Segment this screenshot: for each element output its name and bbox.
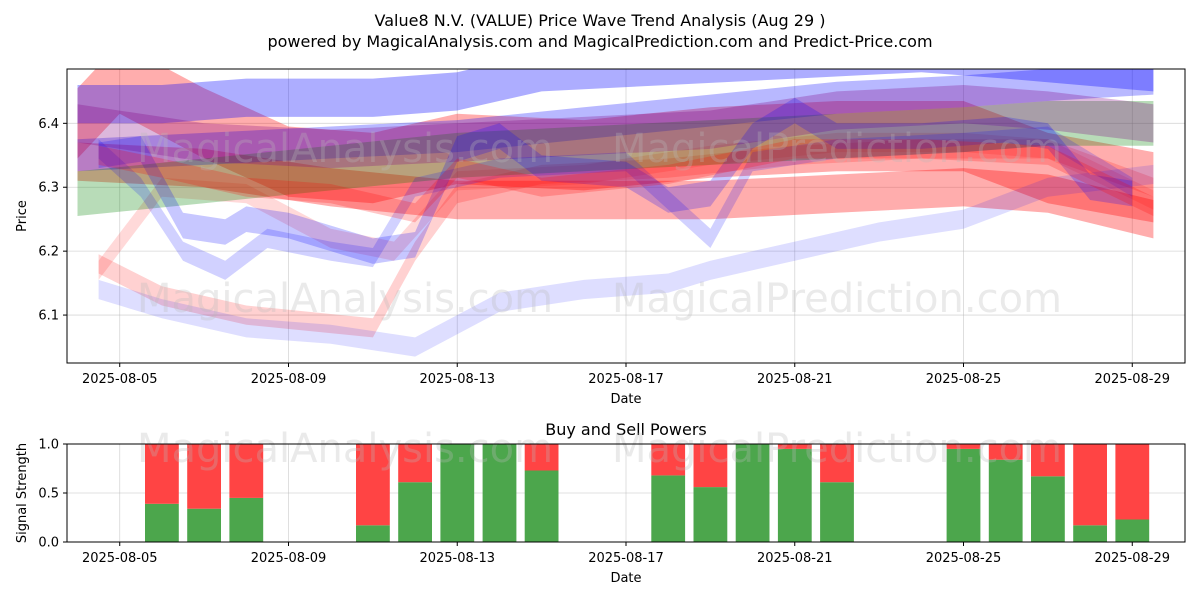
power-x-tick-label: 2025-08-09 <box>251 551 327 566</box>
watermark-bottom-right: MagicalPrediction.com <box>612 426 1062 472</box>
buy-bar <box>482 444 517 542</box>
wave-band-4 <box>98 139 1154 338</box>
buy-bar <box>988 459 1023 542</box>
buy-bar <box>820 482 854 542</box>
wave-band-10 <box>98 164 1154 357</box>
sell-bar <box>1115 444 1150 520</box>
buy-bar <box>777 448 812 542</box>
price-y-tick-label: 6.2 <box>38 245 59 260</box>
buy-bar <box>524 470 559 542</box>
wave-band-11 <box>98 126 1133 280</box>
wave-band-6 <box>77 69 1154 172</box>
price-x-tick-label: 2025-08-05 <box>82 372 158 387</box>
price-grid <box>67 69 1185 363</box>
watermark-top-right: MagicalPrediction.com <box>612 126 1062 172</box>
price-axis-ticks: 2025-08-05 2025-08-09 2025-08-13 2025-08-17… <box>38 117 1170 387</box>
price-x-tick-label: 2025-08-21 <box>757 372 833 387</box>
power-x-label: Date <box>610 571 641 586</box>
sell-bar <box>229 444 264 498</box>
power-panel: Buy and Sell Powers MagicalAnalysis.com … <box>15 420 1186 586</box>
sell-bar <box>524 444 559 471</box>
price-panel: MagicalAnalysis.com MagicalPrediction.co… <box>15 68 1186 407</box>
price-x-tick-label: 2025-08-09 <box>251 372 327 387</box>
price-y-tick-label: 6.4 <box>38 117 59 132</box>
sell-bar <box>1031 444 1065 477</box>
sell-bar <box>651 444 686 476</box>
buy-bar <box>651 475 686 542</box>
watermark-top-left: MagicalAnalysis.com <box>137 126 553 172</box>
power-x-tick-label: 2025-08-21 <box>757 551 833 566</box>
watermark-bottom-left: MagicalAnalysis.com <box>137 426 553 472</box>
sell-bar <box>820 444 854 483</box>
watermark-mid-left: MagicalAnalysis.com <box>137 276 553 322</box>
price-wave-bands <box>77 69 1154 357</box>
sell-bar <box>398 444 432 483</box>
price-y-label: Price <box>15 200 30 232</box>
buy-bar <box>229 497 264 542</box>
power-x-tick-label: 2025-08-29 <box>1094 551 1170 566</box>
buy-bar <box>1031 476 1065 542</box>
buy-bar <box>145 503 179 542</box>
buy-bar <box>693 487 728 542</box>
price-x-tick-label: 2025-08-25 <box>926 372 1002 387</box>
sell-bar <box>356 444 390 526</box>
power-x-tick-label: 2025-08-25 <box>926 551 1002 566</box>
power-x-tick-label: 2025-08-05 <box>82 551 158 566</box>
sell-bar <box>693 444 728 488</box>
price-x-tick-label: 2025-08-13 <box>419 372 495 387</box>
buy-bar <box>187 508 221 542</box>
sell-bar <box>187 444 221 509</box>
price-y-tick-label: 6.3 <box>38 181 59 196</box>
watermark-mid-right: MagicalPrediction.com <box>612 276 1062 322</box>
buy-bar <box>440 444 475 542</box>
sell-bar <box>988 444 1023 460</box>
buy-bar <box>1115 519 1150 542</box>
power-y-tick-label: 0.0 <box>38 536 59 551</box>
sell-bar <box>145 444 179 504</box>
price-x-label: Date <box>610 392 641 407</box>
buy-bar <box>398 482 432 542</box>
wave-band-12 <box>98 139 1154 223</box>
wave-band-5 <box>77 69 1154 124</box>
price-x-tick-label: 2025-08-17 <box>588 372 664 387</box>
price-y-tick-label: 6.1 <box>38 309 59 324</box>
buy-bar <box>735 444 770 542</box>
wave-band-1 <box>77 69 1154 223</box>
power-title: Buy and Sell Powers <box>545 420 707 439</box>
wave-band-2 <box>77 142 1154 239</box>
power-bars <box>145 444 1150 542</box>
power-x-tick-label: 2025-08-13 <box>419 551 495 566</box>
chart-subtitle: powered by MagicalAnalysis.com and Magic… <box>267 32 932 51</box>
wave-band-8 <box>77 85 1154 169</box>
wave-band-7 <box>77 101 1154 216</box>
power-axis-ticks: 2025-08-05 2025-08-09 2025-08-13 2025-08-17… <box>38 438 1170 567</box>
sell-bar <box>777 444 812 449</box>
sell-bar <box>1073 444 1107 526</box>
price-x-tick-label: 2025-08-29 <box>1094 372 1170 387</box>
buy-bar <box>1073 525 1107 542</box>
buy-bar <box>356 525 390 542</box>
chart-title: Value8 N.V. (VALUE) Price Wave Trend Ana… <box>375 11 826 30</box>
wave-band-9 <box>98 97 1133 264</box>
power-y-label: Signal Strength <box>15 443 30 543</box>
power-y-tick-label: 1.0 <box>38 438 59 453</box>
power-y-tick-label: 0.5 <box>38 487 59 502</box>
sell-bar <box>946 444 981 449</box>
power-x-tick-label: 2025-08-17 <box>588 551 664 566</box>
wave-band-3 <box>98 132 1154 280</box>
buy-bar <box>946 448 981 542</box>
